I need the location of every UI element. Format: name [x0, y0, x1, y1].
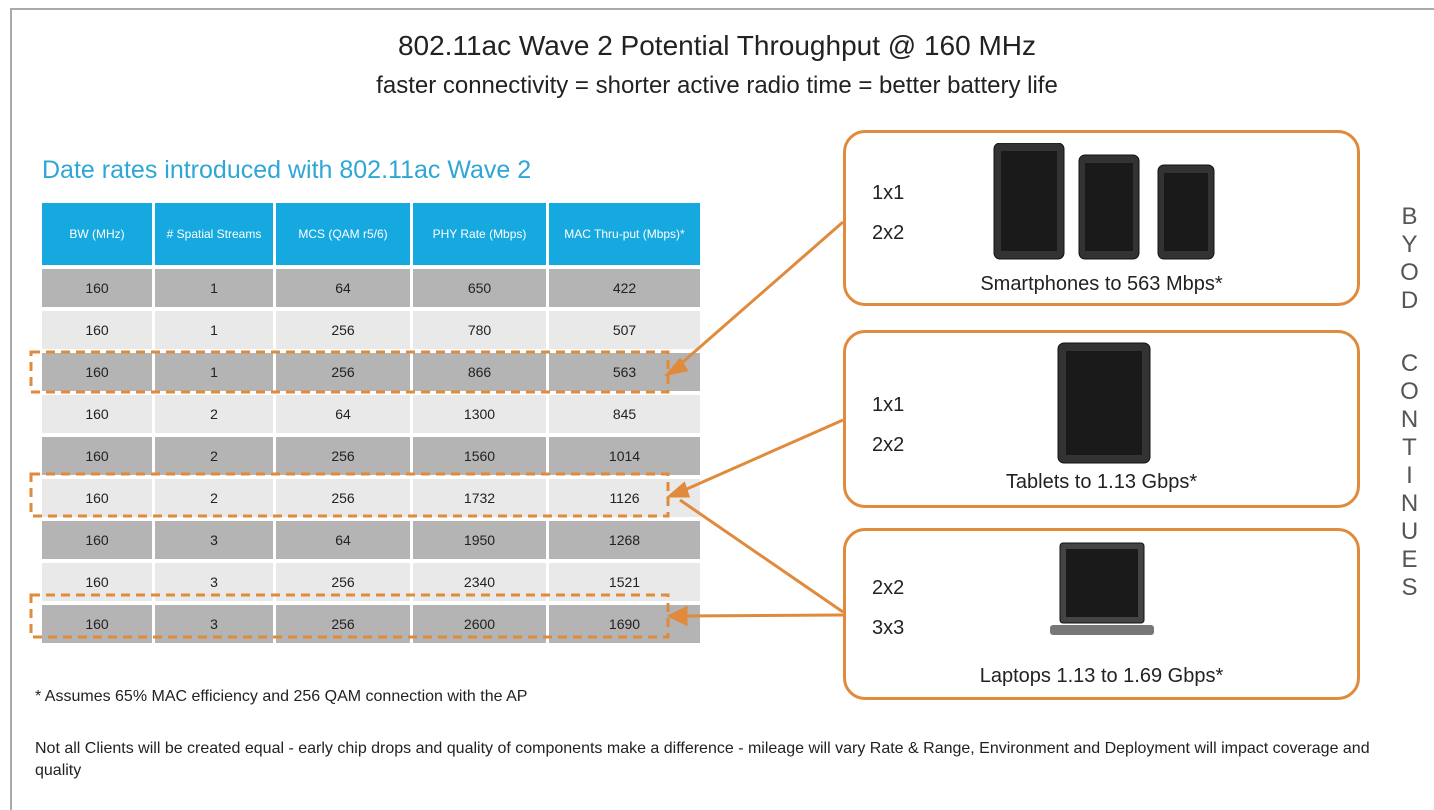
- streams: 1x1 2x2: [872, 385, 904, 465]
- screen: [1164, 173, 1208, 251]
- streams: 2x2 3x3: [872, 568, 904, 648]
- header-row: BW (MHz) # Spatial Streams MCS (QAM r5/6) P…: [42, 203, 700, 265]
- screen: [1001, 151, 1057, 251]
- table-row: 160 3 64 1950 1268: [42, 521, 700, 559]
- laptop-base: [1050, 625, 1154, 635]
- table-cell: 2: [155, 479, 273, 517]
- table-cell: 160: [42, 521, 152, 559]
- stream: 2x2: [872, 434, 905, 456]
- rate-table: BW (MHz) # Spatial Streams MCS (QAM r5/6) P…: [39, 199, 703, 647]
- highlight: [29, 472, 670, 518]
- table-cell: 1: [155, 311, 273, 349]
- table-cell: 256: [276, 353, 410, 391]
- column-header: PHY Rate (Mbps): [413, 203, 546, 265]
- stream: 1x1: [872, 182, 905, 204]
- highlight: [29, 350, 670, 394]
- table-cell: 64: [276, 395, 410, 433]
- table-cell: 2340: [413, 563, 546, 601]
- table-cell: 64: [276, 269, 410, 307]
- arrow: [679, 418, 844, 494]
- screen: [1066, 351, 1142, 455]
- table-cell: 1014: [549, 437, 700, 475]
- table-row: 160 2 256 1732 1126: [42, 479, 700, 517]
- table-cell: 845: [549, 395, 700, 433]
- table-cell: 160: [42, 479, 152, 517]
- table-cell: 160: [42, 437, 152, 475]
- side-text: CONTINUES: [1396, 350, 1423, 602]
- arrows: [663, 220, 844, 627]
- table-cell: 160: [42, 395, 152, 433]
- footnote: * Assumes 65% MAC efficiency and 256 QAM…: [35, 688, 528, 705]
- table-caption: Date rates introduced with 802.11ac Wave…: [42, 156, 532, 184]
- stream: 1x1: [872, 394, 905, 416]
- table-row: 160 1 64 650 422: [42, 269, 700, 307]
- table-cell: 422: [549, 269, 700, 307]
- arrowhead: [666, 605, 688, 627]
- column-header: # Spatial Streams: [155, 203, 273, 265]
- subtitle: faster connectivity = shorter active rad…: [376, 72, 1058, 99]
- table-cell: 2: [155, 437, 273, 475]
- column-header: MCS (QAM r5/6): [276, 203, 410, 265]
- table-cell: 1268: [549, 521, 700, 559]
- tablet-icon: [1057, 342, 1151, 464]
- stream: 2x2: [872, 577, 905, 599]
- table-cell: 780: [413, 311, 546, 349]
- device-box: 2x2 3x3 Laptops 1.13 to 1.69 Gbps*: [843, 528, 1360, 700]
- table-cell: 256: [276, 563, 410, 601]
- table-cell: 160: [42, 353, 152, 391]
- device-box: 1x1 2x2 Tablets to 1.13 Gbps*: [843, 330, 1360, 508]
- frame: [10, 8, 1434, 810]
- arrowhead: [663, 357, 689, 377]
- table-row: 160 1 256 866 563: [42, 353, 700, 391]
- stream: 3x3: [872, 617, 905, 639]
- column-header: BW (MHz): [42, 203, 152, 265]
- note: Not all Clients will be created equal - …: [35, 740, 1370, 779]
- arrowhead: [665, 481, 691, 498]
- laptop-icon: [1050, 542, 1154, 635]
- table-cell: 64: [276, 521, 410, 559]
- table-cell: 650: [413, 269, 546, 307]
- table-cell: 160: [42, 311, 152, 349]
- table-cell: 1300: [413, 395, 546, 433]
- highlights: [29, 350, 670, 639]
- device-label: Laptops 1.13 to 1.69 Gbps*: [979, 665, 1224, 687]
- table-cell: 256: [276, 479, 410, 517]
- highlight: [29, 593, 670, 639]
- arrow: [679, 498, 844, 614]
- column-header: MAC Thru-put (Mbps)*: [549, 203, 700, 265]
- table-cell: 256: [276, 437, 410, 475]
- table-row: 160 2 256 1560 1014: [42, 437, 700, 475]
- title: 802.11ac Wave 2 Potential Throughput @ 1…: [397, 30, 1037, 61]
- table-cell: 1732: [413, 479, 546, 517]
- table-cell: 1560: [413, 437, 546, 475]
- table-cell: 160: [42, 269, 152, 307]
- table-cell: 1126: [549, 479, 700, 517]
- screen: [1085, 163, 1133, 251]
- screen: [1066, 549, 1138, 617]
- side-text: BYOD: [1396, 203, 1423, 315]
- stream: 2x2: [872, 222, 905, 244]
- device-label: Smartphones to 563 Mbps*: [980, 273, 1223, 295]
- phone-icons: [993, 143, 1215, 260]
- arrow: [675, 220, 844, 370]
- table-row: 160 1 256 780 507: [42, 311, 700, 349]
- table-row: 160 2 64 1300 845: [42, 395, 700, 433]
- device-label: Tablets to 1.13 Gbps*: [1005, 471, 1198, 493]
- table-cell: 2: [155, 395, 273, 433]
- table-cell: 1950: [413, 521, 546, 559]
- device-box: 1x1 2x2 Smartphones to 563 Mbps*: [843, 130, 1360, 306]
- table-cell: 256: [276, 605, 410, 643]
- table-cell: 1: [155, 269, 273, 307]
- table-cell: 866: [413, 353, 546, 391]
- table-cell: 160: [42, 563, 152, 601]
- table-cell: 256: [276, 311, 410, 349]
- streams: 1x1 2x2: [872, 173, 904, 253]
- table-cell: 507: [549, 311, 700, 349]
- table-cell: 3: [155, 521, 273, 559]
- table-cell: 1: [155, 353, 273, 391]
- table-cell: 2600: [413, 605, 546, 643]
- arrow: [679, 613, 844, 618]
